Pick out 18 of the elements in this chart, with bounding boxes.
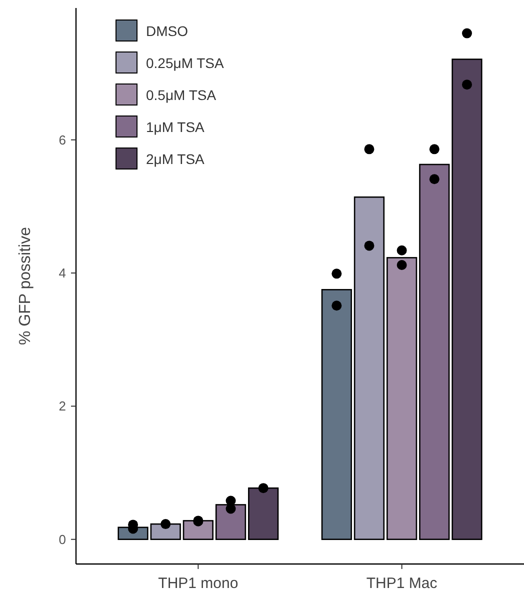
bar	[150, 523, 181, 540]
x-tick-label: THP1 Mac	[366, 575, 438, 592]
bar	[419, 164, 450, 540]
legend-label: 0.5μM TSA	[146, 86, 217, 103]
y-tick-label: 6	[58, 132, 66, 148]
bar	[354, 196, 385, 540]
bar	[248, 487, 279, 540]
bar	[452, 58, 482, 540]
x-tick-label: THP1 mono	[158, 575, 238, 592]
bar	[321, 289, 352, 540]
y-tick-label: 2	[58, 398, 66, 414]
y-tick-label: 0	[58, 532, 66, 547]
legend-label: DMSO	[146, 22, 188, 39]
y-axis-title: % GFP possitive	[17, 226, 34, 345]
y-tick-label: 4	[58, 266, 66, 281]
legend-label: 0.25μM TSA	[146, 54, 225, 71]
legend-label: 1μM TSA	[146, 118, 206, 135]
legend-label: 2μM TSA	[146, 150, 206, 167]
